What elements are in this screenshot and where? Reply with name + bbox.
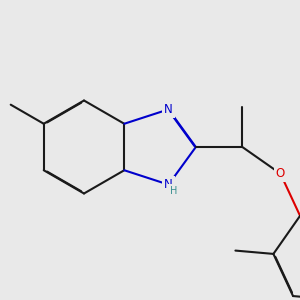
Text: N: N [164, 178, 173, 191]
Text: O: O [276, 167, 285, 180]
Text: N: N [164, 103, 173, 116]
Text: H: H [170, 186, 177, 196]
